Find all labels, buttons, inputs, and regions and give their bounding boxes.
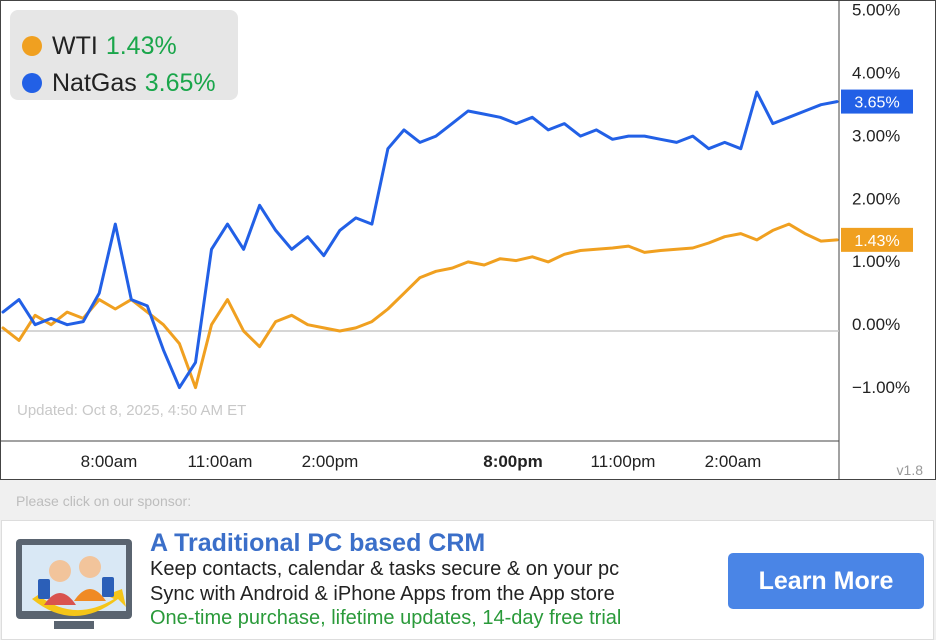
legend-natgas-value: 3.65% bbox=[144, 68, 216, 97]
natgas-color-dot bbox=[22, 73, 42, 93]
x-tick-label: 8:00am bbox=[81, 452, 138, 471]
ad-headline[interactable]: A Traditional PC based CRM bbox=[150, 529, 486, 557]
y-tick-label: 4.00% bbox=[852, 64, 900, 83]
x-tick-label: 11:00pm bbox=[591, 452, 656, 471]
y-tick-label: 3.00% bbox=[852, 126, 900, 145]
sponsor-ad[interactable]: A Traditional PC based CRM Keep contacts… bbox=[1, 520, 934, 640]
chart-panel: 5.00% 4.00% 3.00% 2.00% 1.00% 0.00% −1.00% 8:0… bbox=[0, 0, 936, 481]
y-tick-label: 0.00% bbox=[852, 315, 900, 334]
price-change-chart: 5.00% 4.00% 3.00% 2.00% 1.00% 0.00% −1.00% 8:0… bbox=[1, 1, 913, 481]
learn-more-button[interactable]: Learn More bbox=[728, 553, 924, 609]
x-tick-label: 2:00pm bbox=[302, 452, 359, 471]
end-label-bg-wti bbox=[841, 227, 913, 252]
x-tick-label: 8:00pm bbox=[483, 452, 543, 471]
y-tick-label: −1.00% bbox=[852, 378, 910, 397]
end-label-bg-natgas bbox=[841, 89, 913, 114]
ad-line-3: One-time purchase, lifetime updates, 14-… bbox=[150, 607, 622, 629]
y-tick-label: 2.00% bbox=[852, 189, 900, 208]
end-label-wti: 1.43% bbox=[854, 233, 899, 250]
legend-item-wti: WTI 1.43% bbox=[22, 29, 177, 63]
x-tick-label: 2:00am bbox=[705, 452, 762, 471]
series-line-natgas bbox=[1, 90, 839, 390]
wti-color-dot bbox=[22, 36, 42, 56]
chart-legend: WTI 1.43% NatGas 3.65% bbox=[10, 10, 238, 100]
x-tick-label: 11:00am bbox=[188, 452, 253, 471]
updated-timestamp: Updated: Oct 8, 2025, 4:50 AM ET bbox=[17, 402, 247, 419]
end-label-natgas: 3.65% bbox=[854, 95, 899, 112]
legend-item-natgas: NatGas 3.65% bbox=[22, 66, 216, 100]
legend-natgas-name: NatGas bbox=[52, 68, 137, 97]
sponsor-prompt: Please click on our sponsor: bbox=[16, 493, 192, 509]
legend-wti-name: WTI bbox=[52, 31, 98, 60]
sponsor-section: Please click on our sponsor: A Tradition… bbox=[0, 480, 936, 640]
crm-sync-logo-icon bbox=[16, 539, 132, 629]
ad-line-1: Keep contacts, calendar & tasks secure &… bbox=[150, 558, 620, 580]
y-tick-label: 5.00% bbox=[852, 1, 900, 20]
series-line-wti bbox=[1, 222, 839, 390]
y-tick-label: 1.00% bbox=[852, 252, 900, 271]
legend-wti-value: 1.43% bbox=[105, 31, 177, 60]
version-label: v1.8 bbox=[896, 462, 923, 478]
ad-line-2: Sync with Android & iPhone Apps from the… bbox=[150, 583, 615, 605]
